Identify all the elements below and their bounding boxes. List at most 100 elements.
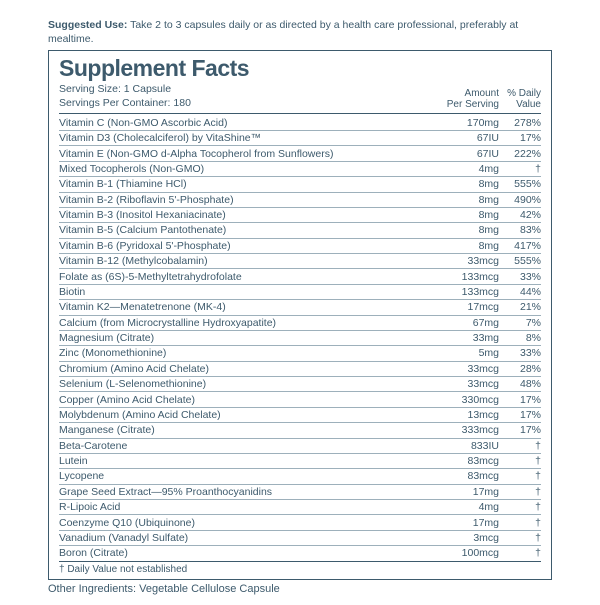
nutrient-row: Zinc (Monomethionine)5mg33%: [59, 346, 541, 361]
nutrient-amount: 8mg: [433, 238, 499, 253]
nutrient-row: Folate as (6S)-5-Methyltetrahydrofolate1…: [59, 269, 541, 284]
nutrient-row: Beta-Carotene833IU†: [59, 438, 541, 453]
nutrient-name: Grape Seed Extract—95% Proanthocyanidins: [59, 484, 433, 499]
nutrient-row: Vitamin B-2 (Riboflavin 5'-Phosphate)8mg…: [59, 192, 541, 207]
nutrient-amount: 833IU: [433, 438, 499, 453]
nutrient-name: Lutein: [59, 453, 433, 468]
nutrient-row: R-Lipoic Acid4mg†: [59, 500, 541, 515]
nutrient-table: Vitamin C (Non-GMO Ascorbic Acid)170mg27…: [59, 116, 541, 562]
nutrient-row: Grape Seed Extract—95% Proanthocyanidins…: [59, 484, 541, 499]
nutrient-amount: 100mcg: [433, 546, 499, 561]
suggested-label: Suggested Use:: [48, 19, 127, 31]
nutrient-row: Chromium (Amino Acid Chelate)33mcg28%: [59, 361, 541, 376]
supplement-facts-panel: Supplement Facts Serving Size: 1 Capsule…: [48, 50, 552, 579]
nutrient-row: Vitamin D3 (Cholecalciferol) by VitaShin…: [59, 131, 541, 146]
nutrient-row: Vitamin K2—Menatetrenone (MK-4)17mcg21%: [59, 300, 541, 315]
nutrient-row: Mixed Tocopherols (Non-GMO)4mg†: [59, 161, 541, 176]
nutrient-name: Magnesium (Citrate): [59, 330, 433, 345]
nutrient-amount: 17mg: [433, 515, 499, 530]
nutrient-dv: 42%: [499, 207, 541, 222]
nutrient-amount: 33mcg: [433, 361, 499, 376]
nutrient-dv: †: [499, 484, 541, 499]
nutrient-amount: 8mg: [433, 223, 499, 238]
nutrient-amount: 17mg: [433, 484, 499, 499]
other-label: Other Ingredients:: [48, 583, 136, 595]
nutrient-name: Mixed Tocopherols (Non-GMO): [59, 161, 433, 176]
nutrient-row: Vitamin E (Non-GMO d-Alpha Tocopherol fr…: [59, 146, 541, 161]
nutrient-amount: 330mcg: [433, 392, 499, 407]
other-text: Vegetable Cellulose Capsule: [136, 583, 280, 595]
nutrient-name: Vitamin B-6 (Pyridoxal 5'-Phosphate): [59, 238, 433, 253]
nutrient-amount: 33mg: [433, 330, 499, 345]
nutrient-dv: †: [499, 469, 541, 484]
nutrient-dv: †: [499, 161, 541, 176]
nutrient-dv: †: [499, 530, 541, 545]
nutrient-row: Vitamin B-5 (Calcium Pantothenate)8mg83%: [59, 223, 541, 238]
nutrient-row: Lycopene83mcg†: [59, 469, 541, 484]
nutrient-dv: †: [499, 546, 541, 561]
nutrient-name: Zinc (Monomethionine): [59, 346, 433, 361]
nutrient-amount: 8mg: [433, 177, 499, 192]
nutrient-dv: 222%: [499, 146, 541, 161]
nutrient-name: Vitamin B-1 (Thiamine HCl): [59, 177, 433, 192]
other-ingredients: Other Ingredients: Vegetable Cellulose C…: [48, 583, 552, 595]
nutrient-amount: 3mcg: [433, 530, 499, 545]
nutrient-dv: 17%: [499, 423, 541, 438]
nutrient-name: Vitamin B-12 (Methylcobalamin): [59, 254, 433, 269]
nutrient-row: Manganese (Citrate)333mcg17%: [59, 423, 541, 438]
nutrient-dv: 17%: [499, 392, 541, 407]
suggested-use: Suggested Use: Take 2 to 3 capsules dail…: [48, 18, 552, 46]
nutrient-dv: 17%: [499, 407, 541, 422]
nutrient-row: Molybdenum (Amino Acid Chelate)13mcg17%: [59, 407, 541, 422]
nutrient-dv: 33%: [499, 269, 541, 284]
nutrient-dv: 83%: [499, 223, 541, 238]
nutrient-amount: 67mg: [433, 315, 499, 330]
nutrient-row: Vitamin B-6 (Pyridoxal 5'-Phosphate)8mg4…: [59, 238, 541, 253]
nutrient-dv: 490%: [499, 192, 541, 207]
rule-top: [59, 113, 541, 114]
nutrient-dv: 417%: [499, 238, 541, 253]
nutrient-amount: 133mcg: [433, 284, 499, 299]
nutrient-dv: †: [499, 500, 541, 515]
nutrient-row: Copper (Amino Acid Chelate)330mcg17%: [59, 392, 541, 407]
header-row: Serving Size: 1 Capsule Servings Per Con…: [59, 83, 541, 110]
nutrient-dv: †: [499, 515, 541, 530]
nutrient-name: Copper (Amino Acid Chelate): [59, 392, 433, 407]
nutrient-name: Vanadium (Vanadyl Sulfate): [59, 530, 433, 545]
dv-footnote: † Daily Value not established: [59, 562, 541, 575]
nutrient-amount: 83mcg: [433, 469, 499, 484]
nutrient-row: Boron (Citrate)100mcg†: [59, 546, 541, 561]
nutrient-row: Vanadium (Vanadyl Sulfate)3mcg†: [59, 530, 541, 545]
nutrient-dv: 33%: [499, 346, 541, 361]
nutrient-row: Magnesium (Citrate)33mg8%: [59, 330, 541, 345]
nutrient-amount: 4mg: [433, 500, 499, 515]
nutrient-name: Coenzyme Q10 (Ubiquinone): [59, 515, 433, 530]
nutrient-amount: 5mg: [433, 346, 499, 361]
nutrient-name: Molybdenum (Amino Acid Chelate): [59, 407, 433, 422]
nutrient-name: Vitamin B-3 (Inositol Hexaniacinate): [59, 207, 433, 222]
nutrient-amount: 8mg: [433, 207, 499, 222]
nutrient-name: Vitamin C (Non-GMO Ascorbic Acid): [59, 116, 433, 131]
nutrient-name: Vitamin K2—Menatetrenone (MK-4): [59, 300, 433, 315]
nutrient-dv: 28%: [499, 361, 541, 376]
nutrient-dv: 48%: [499, 377, 541, 392]
nutrient-amount: 33mcg: [433, 377, 499, 392]
nutrient-dv: 17%: [499, 131, 541, 146]
nutrient-amount: 67IU: [433, 146, 499, 161]
nutrient-amount: 13mcg: [433, 407, 499, 422]
col-header-amount: Amount Per Serving: [433, 88, 499, 111]
nutrient-row: Vitamin C (Non-GMO Ascorbic Acid)170mg27…: [59, 116, 541, 131]
nutrient-dv: 8%: [499, 330, 541, 345]
nutrient-dv: †: [499, 438, 541, 453]
nutrient-name: Folate as (6S)-5-Methyltetrahydrofolate: [59, 269, 433, 284]
nutrient-row: Calcium (from Microcrystalline Hydroxyap…: [59, 315, 541, 330]
nutrient-amount: 4mg: [433, 161, 499, 176]
nutrient-name: Selenium (L-Selenomethionine): [59, 377, 433, 392]
nutrient-row: Biotin133mcg44%: [59, 284, 541, 299]
nutrient-name: Lycopene: [59, 469, 433, 484]
nutrient-amount: 333mcg: [433, 423, 499, 438]
panel-title: Supplement Facts: [59, 55, 541, 82]
nutrient-row: Vitamin B-1 (Thiamine HCl)8mg555%: [59, 177, 541, 192]
nutrient-amount: 83mcg: [433, 453, 499, 468]
nutrient-dv: 278%: [499, 116, 541, 131]
